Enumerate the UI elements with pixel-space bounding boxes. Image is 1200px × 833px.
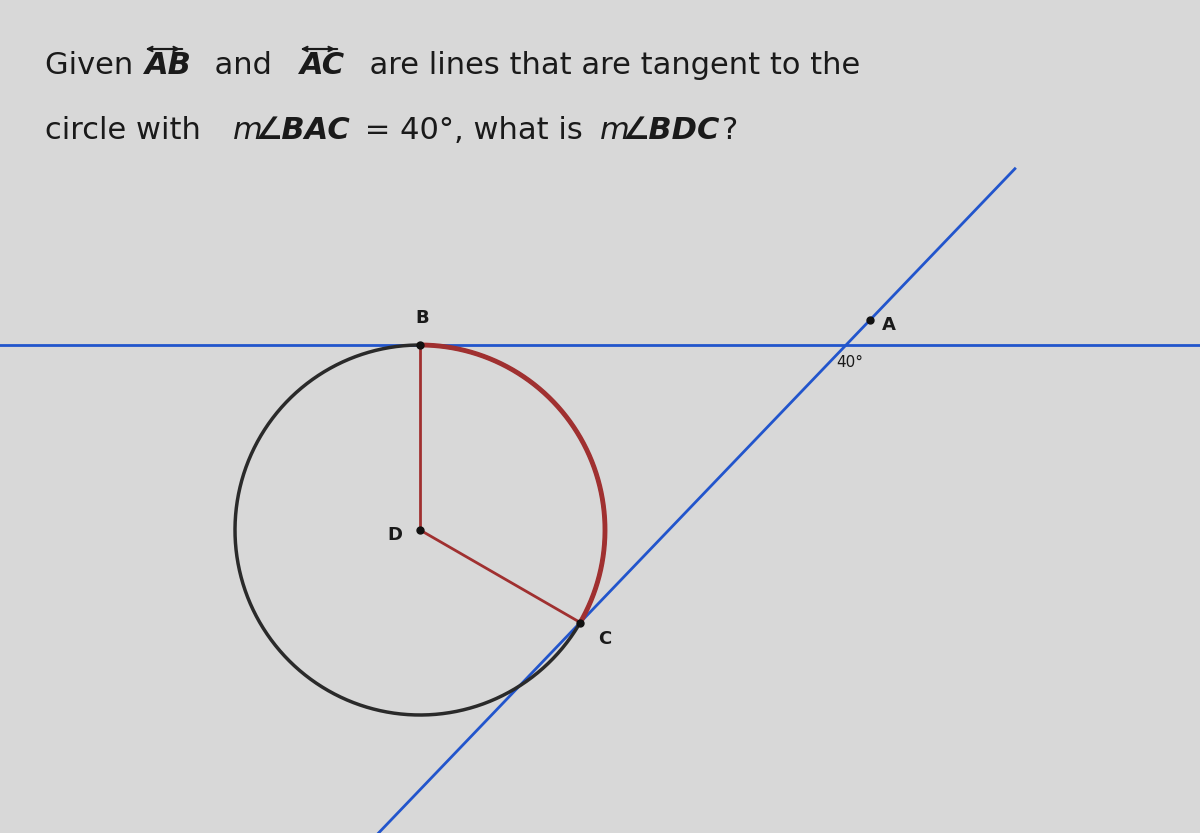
Text: = 40°, what is: = 40°, what is: [355, 116, 593, 144]
Text: Given: Given: [46, 51, 143, 79]
Text: ?: ?: [722, 116, 738, 144]
Text: circle with: circle with: [46, 116, 211, 144]
Text: m: m: [233, 116, 263, 144]
Text: ∠BDC: ∠BDC: [622, 116, 720, 144]
Text: D: D: [386, 526, 402, 544]
Text: are lines that are tangent to the: are lines that are tangent to the: [350, 51, 860, 79]
Text: AC: AC: [300, 51, 346, 79]
Text: m: m: [600, 116, 630, 144]
Text: AB: AB: [145, 51, 192, 79]
Text: 40°: 40°: [836, 355, 864, 370]
Text: A: A: [882, 316, 896, 334]
Text: and: and: [194, 51, 292, 79]
Text: C: C: [599, 631, 612, 649]
Text: B: B: [415, 309, 428, 327]
Text: ∠BAC: ∠BAC: [256, 116, 350, 144]
